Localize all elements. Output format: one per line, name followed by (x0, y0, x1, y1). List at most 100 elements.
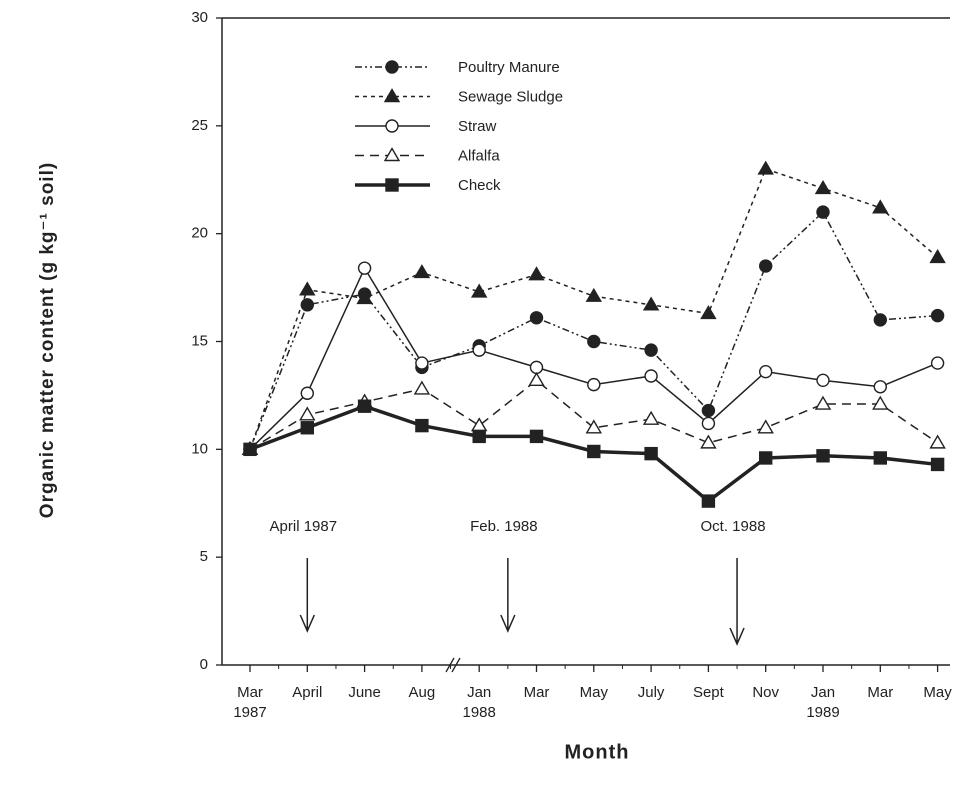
marker (814, 395, 832, 410)
marker (757, 419, 774, 434)
marker (470, 417, 488, 432)
arrow (500, 558, 516, 633)
marker (529, 429, 544, 444)
marker (930, 457, 945, 472)
marker (385, 60, 399, 74)
marker (357, 261, 372, 275)
x-tick-label: April (292, 684, 323, 701)
legend-label: Alfalfa (458, 147, 500, 164)
marker (383, 88, 401, 103)
annotation: Feb. 1988 (470, 518, 538, 535)
marker (929, 434, 946, 449)
marker (873, 313, 887, 327)
marker (472, 343, 486, 357)
marker (413, 380, 431, 395)
marker (701, 403, 716, 418)
series (241, 160, 946, 456)
marker (872, 395, 889, 410)
marker (415, 418, 429, 433)
marker (299, 406, 316, 421)
marker (300, 421, 314, 435)
marker (299, 281, 316, 296)
marker (700, 434, 717, 449)
arrow (299, 558, 315, 633)
x-tick-label: May (923, 684, 952, 701)
series-line (249, 168, 939, 450)
marker (701, 416, 716, 431)
marker (700, 305, 717, 320)
marker (528, 371, 545, 387)
marker (529, 360, 544, 375)
marker (701, 494, 716, 508)
marker (357, 399, 372, 413)
marker (385, 178, 399, 192)
marker (814, 179, 832, 195)
marker (585, 419, 603, 434)
x-tick-label: Aug (408, 684, 436, 701)
marker (816, 373, 830, 388)
y-axis-label: Organic matter content (g kg⁻¹ soil) (37, 162, 58, 518)
x-axis-label: Month (565, 741, 630, 763)
x-tick-label: July (637, 684, 665, 701)
marker (930, 356, 945, 370)
marker (587, 444, 601, 459)
marker (300, 386, 314, 400)
x-tick-label: Mar (523, 684, 550, 701)
x-tick-label: Jan 1988 (462, 684, 496, 721)
y-tick-label: 0 (200, 656, 208, 673)
x-tick-label: Mar 1987 (233, 684, 267, 721)
arrow (729, 558, 745, 646)
legend-label: Check (458, 177, 501, 194)
marker (300, 298, 314, 312)
marker (529, 311, 544, 325)
marker (644, 343, 658, 357)
marker (587, 334, 601, 349)
y-tick-label: 25 (191, 117, 208, 134)
marker (413, 264, 431, 279)
marker (644, 369, 658, 383)
legend-label: Sewage Sludge (458, 88, 563, 105)
y-tick-label: 15 (191, 332, 208, 349)
x-tick-label: Mar (867, 684, 894, 701)
y-tick-label: 5 (200, 548, 208, 565)
marker (873, 380, 887, 394)
x-tick-label: Sept (692, 684, 724, 701)
marker (929, 249, 946, 264)
axis-break (445, 657, 461, 673)
marker (759, 364, 773, 379)
marker (872, 199, 889, 214)
marker (816, 449, 830, 463)
legend-label: Straw (458, 118, 497, 135)
annotation: Oct. 1988 (701, 518, 766, 535)
marker (757, 160, 774, 175)
marker (873, 451, 887, 465)
marker (470, 283, 488, 298)
legend-label: Poultry Manure (458, 59, 560, 76)
marker (243, 442, 257, 457)
marker (642, 296, 660, 311)
marker (759, 451, 773, 465)
marker (472, 429, 486, 444)
marker (415, 356, 429, 370)
y-tick-label: 20 (191, 225, 208, 242)
marker (528, 266, 545, 281)
marker (587, 377, 601, 392)
marker (385, 119, 399, 133)
annotation: April 1987 (270, 518, 338, 535)
marker (642, 410, 660, 425)
series-line (249, 210, 938, 450)
series (243, 205, 945, 457)
marker (383, 147, 401, 162)
series (243, 399, 945, 508)
y-tick-label: 30 (191, 9, 208, 26)
x-tick-label: Nov (752, 684, 780, 701)
x-tick-label: Jan 1989 (806, 684, 840, 721)
y-tick-label: 10 (191, 440, 208, 457)
marker (930, 308, 945, 323)
x-tick-label: June (348, 684, 381, 701)
x-tick-label: May (579, 684, 608, 701)
marker (816, 205, 830, 219)
marker (585, 287, 603, 302)
